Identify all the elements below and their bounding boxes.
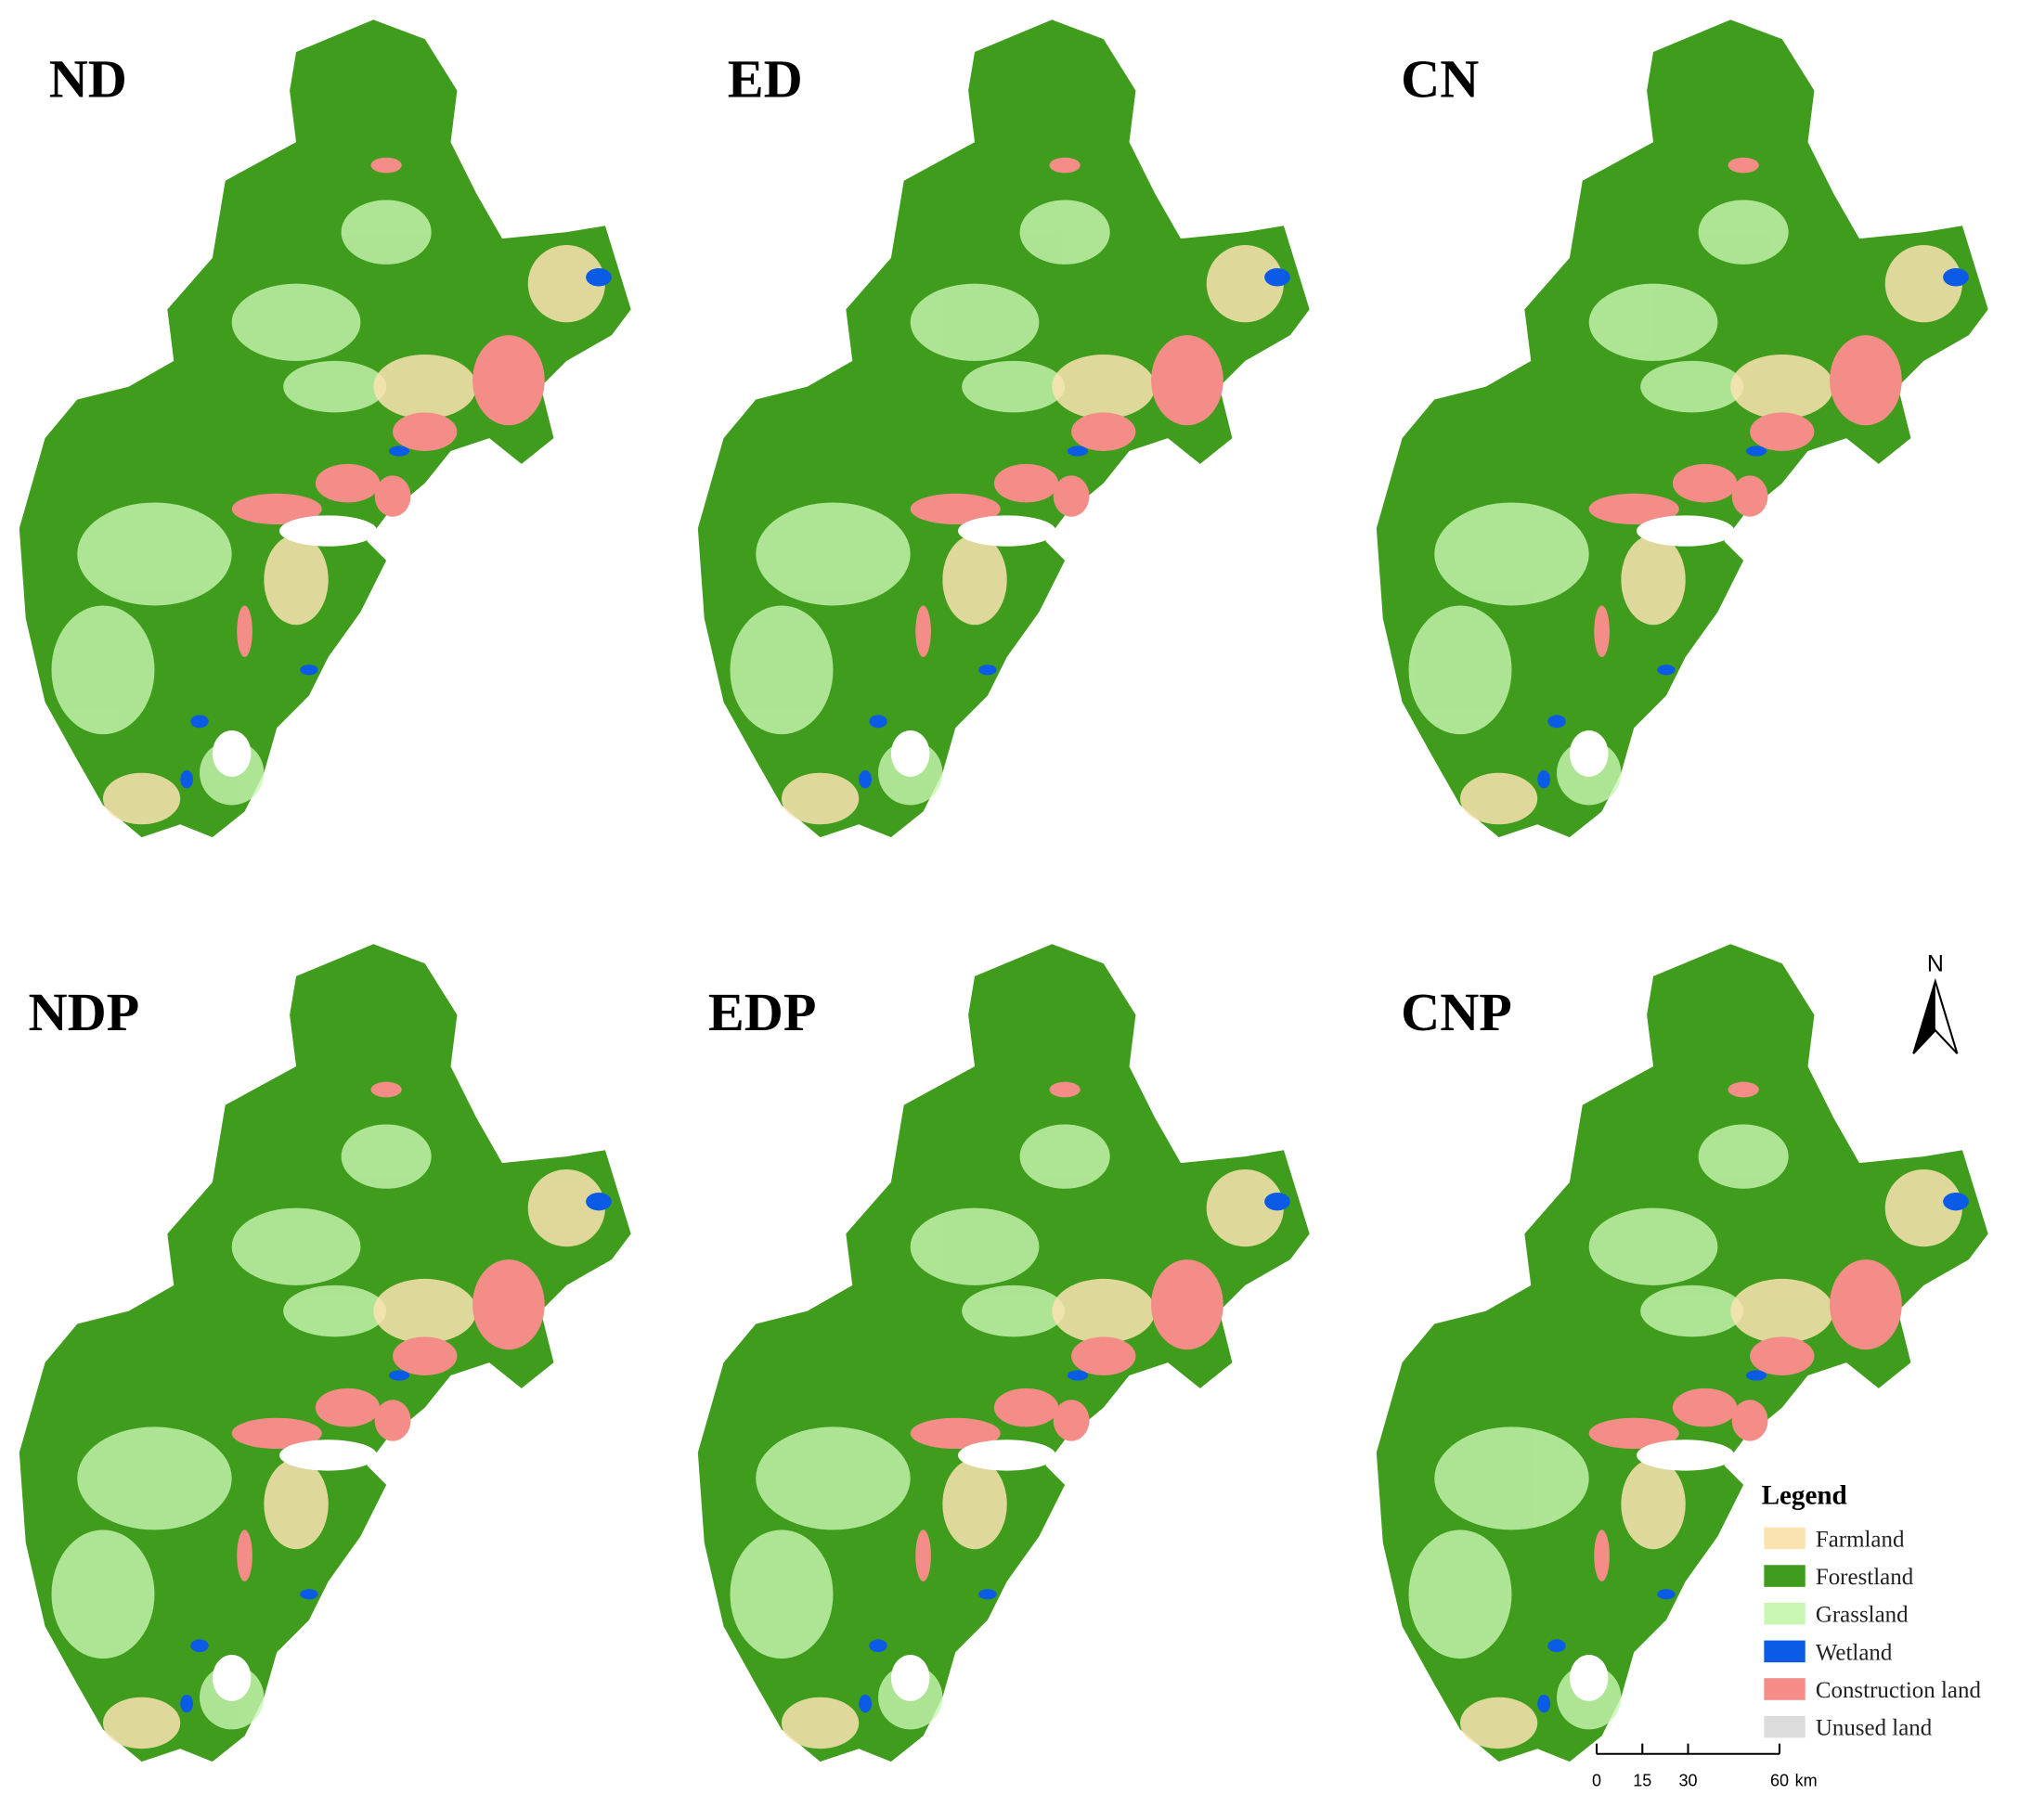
panel-label: NDP xyxy=(29,982,140,1042)
legend-swatch xyxy=(1764,1602,1805,1625)
map-panel xyxy=(1376,19,2004,838)
land-use-map xyxy=(19,19,647,838)
map-panel xyxy=(19,19,647,838)
legend-swatch xyxy=(1764,1640,1805,1663)
map-panels: ND ED CN NDP EDP CNP xyxy=(19,19,2004,1762)
map-panel xyxy=(697,19,1326,838)
north-label: N xyxy=(1927,950,1944,976)
scale-label: 15 xyxy=(1633,1771,1651,1789)
legend-label: Wetland xyxy=(1816,1640,1893,1665)
legend-label: Construction land xyxy=(1816,1678,1982,1703)
legend-swatch xyxy=(1764,1678,1805,1700)
legend-label: Unused land xyxy=(1816,1716,1933,1741)
land-use-map xyxy=(1376,19,2004,838)
map-panel xyxy=(697,944,1326,1762)
land-use-map xyxy=(697,944,1326,1762)
legend-swatch xyxy=(1764,1527,1805,1550)
legend-title: Legend xyxy=(1762,1481,1847,1511)
scale-label: 60 xyxy=(1770,1771,1789,1789)
land-use-map xyxy=(1376,944,2004,1762)
legend: Legend Farmland Forestland Grassland Wetlan… xyxy=(1762,1481,1982,1741)
legend-label: Farmland xyxy=(1816,1527,1905,1552)
legend-swatch xyxy=(1764,1565,1805,1587)
panel-label: ED xyxy=(728,49,803,110)
legend-label: Grassland xyxy=(1816,1603,1909,1628)
north-arrow: N xyxy=(1912,950,1959,1054)
panel-label: EDP xyxy=(708,982,817,1042)
land-use-map xyxy=(697,19,1326,838)
scale-unit: km xyxy=(1795,1771,1818,1789)
panel-label: CN xyxy=(1401,49,1479,110)
scale-label: 30 xyxy=(1678,1771,1697,1789)
land-use-map xyxy=(19,944,647,1762)
panel-label: ND xyxy=(49,49,127,110)
panel-label: CNP xyxy=(1401,982,1512,1042)
scale-bar: 0 15 30 60 km xyxy=(1592,1743,1818,1789)
legend-swatch xyxy=(1764,1715,1805,1738)
map-panel xyxy=(1376,944,2004,1762)
legend-label: Forestland xyxy=(1816,1565,1914,1590)
map-panel xyxy=(19,944,647,1762)
scale-label: 0 xyxy=(1592,1771,1601,1789)
